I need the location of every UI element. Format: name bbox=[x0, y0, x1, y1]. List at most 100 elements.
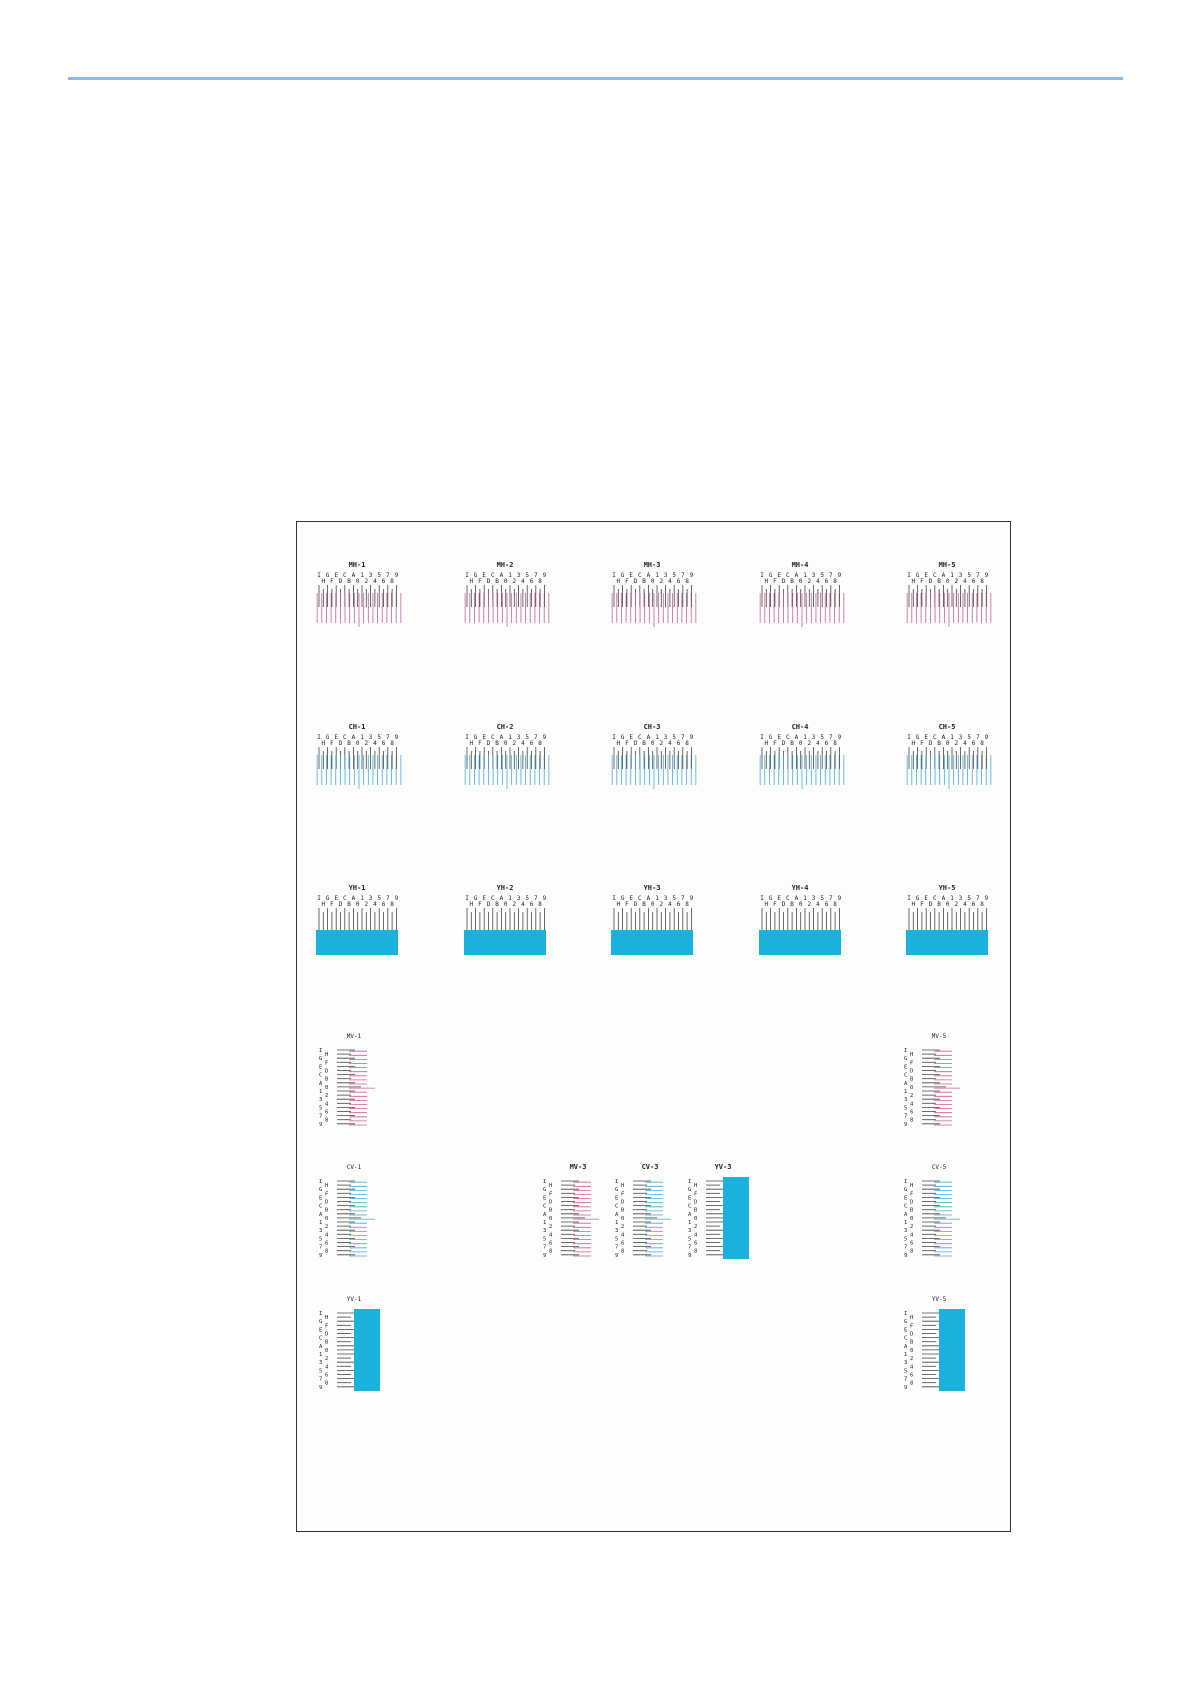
vertical-scale-label-5: 5 bbox=[615, 1236, 618, 1242]
scale-label-top-1: 1 bbox=[803, 895, 807, 902]
scale-label-top-9: 9 bbox=[985, 572, 989, 579]
vertical-scale-label-A: A bbox=[688, 1212, 692, 1218]
scale-label-bottom-0: 0 bbox=[356, 578, 360, 585]
scale-label-top-5: 5 bbox=[525, 895, 529, 902]
chart-title: YV-5 bbox=[932, 1296, 947, 1303]
scale-label-top-1: 1 bbox=[508, 734, 512, 741]
scale-label-top-3: 3 bbox=[812, 734, 816, 741]
scale-label-bottom-0: 0 bbox=[946, 740, 950, 747]
scale-label-bottom-B: B bbox=[495, 740, 499, 747]
scale-label-top-9: 9 bbox=[543, 895, 547, 902]
vertical-scale-label-C: C bbox=[688, 1204, 691, 1210]
vertical-scale-label-5: 5 bbox=[688, 1236, 691, 1242]
vertical-scale-label-2: 2 bbox=[621, 1224, 624, 1230]
scale-label-bottom-0: 0 bbox=[651, 901, 655, 908]
vertical-scale-label-9: 9 bbox=[904, 1385, 907, 1391]
scale-label-top-G: G bbox=[916, 572, 920, 579]
yellow-block bbox=[723, 1177, 749, 1259]
scale-label-top-3: 3 bbox=[959, 895, 963, 902]
scale-label-top-I: I bbox=[317, 734, 321, 741]
vertical-scale-label-A: A bbox=[319, 1212, 323, 1218]
scale-label-top-3: 3 bbox=[959, 734, 963, 741]
vertical-scale-label-8: 8 bbox=[910, 1118, 913, 1124]
vertical-scale-label-6: 6 bbox=[910, 1373, 913, 1379]
horizontal-chart-ch-2: CH-2 I G E C A 1 3 5 7 9 H F D B 0 2 4 6 8 bbox=[464, 723, 550, 789]
scale-label-bottom-6: 6 bbox=[382, 740, 386, 747]
scale-label-bottom-2: 2 bbox=[807, 901, 811, 908]
vertical-scale-label-5: 5 bbox=[319, 1105, 322, 1111]
scale-label-bottom-F: F bbox=[330, 901, 334, 908]
vertical-scale-label-1: 1 bbox=[904, 1352, 907, 1358]
vertical-scale-label-I: I bbox=[319, 1179, 322, 1185]
scale-label-top-9: 9 bbox=[395, 572, 399, 579]
yellow-block bbox=[611, 930, 693, 955]
vertical-scale-label-H: H bbox=[621, 1183, 624, 1189]
vertical-scale-label-G: G bbox=[904, 1187, 907, 1193]
scale-label-bottom-6: 6 bbox=[530, 578, 534, 585]
scale-label-bottom-2: 2 bbox=[807, 740, 811, 747]
vertical-scale-label-B: B bbox=[549, 1208, 553, 1214]
scale-label-top-G: G bbox=[326, 572, 330, 579]
vertical-scale-label-B: B bbox=[910, 1340, 914, 1346]
vertical-scale-label-7: 7 bbox=[319, 1377, 322, 1383]
scale-label-bottom-4: 4 bbox=[816, 740, 820, 747]
vertical-scale-label-2: 2 bbox=[910, 1356, 913, 1362]
vertical-scale-label-4: 4 bbox=[910, 1101, 914, 1107]
vertical-scale-label-H: H bbox=[910, 1183, 913, 1189]
vertical-scale-label-I: I bbox=[904, 1179, 907, 1185]
scale-label-top-C: C bbox=[638, 734, 642, 741]
vertical-scale-label-9: 9 bbox=[319, 1253, 322, 1259]
chart-title: YH-5 bbox=[939, 884, 956, 892]
vertical-scale-label-B: B bbox=[325, 1208, 329, 1214]
vertical-scale-label-B: B bbox=[325, 1077, 329, 1083]
scale-label-bottom-B: B bbox=[790, 901, 794, 908]
scale-label-top-I: I bbox=[612, 895, 616, 902]
yellow-block bbox=[939, 1309, 965, 1391]
vertical-scale-label-F: F bbox=[910, 1191, 913, 1197]
scale-label-top-3: 3 bbox=[369, 572, 373, 579]
scale-label-bottom-B: B bbox=[790, 578, 794, 585]
scale-label-top-7: 7 bbox=[829, 734, 833, 741]
vertical-scale-label-A: A bbox=[904, 1081, 908, 1087]
horizontal-chart-mh-3: MH-3 I G E C A 1 3 5 7 9 H F D B 0 2 4 6 8 bbox=[611, 561, 697, 627]
vertical-scale-label-8: 8 bbox=[694, 1249, 697, 1255]
scale-label-top-I: I bbox=[317, 572, 321, 579]
scale-label-top-I: I bbox=[465, 572, 469, 579]
scale-label-bottom-4: 4 bbox=[963, 901, 967, 908]
scale-label-bottom-B: B bbox=[937, 901, 941, 908]
scale-label-bottom-4: 4 bbox=[963, 578, 967, 585]
scale-label-bottom-4: 4 bbox=[816, 578, 820, 585]
chart-title: YH-2 bbox=[497, 884, 514, 892]
scale-label-bottom-0: 0 bbox=[799, 578, 803, 585]
vertical-scale-label-D: D bbox=[325, 1069, 328, 1075]
vertical-scale-label-I: I bbox=[319, 1048, 322, 1054]
chart-title: YH-4 bbox=[792, 884, 809, 892]
vertical-scale-label-5: 5 bbox=[319, 1368, 322, 1374]
scale-label-bottom-D: D bbox=[782, 740, 786, 747]
chart-title: CH-1 bbox=[349, 723, 366, 731]
scale-label-top-A: A bbox=[500, 734, 504, 741]
scale-label-bottom-4: 4 bbox=[668, 901, 672, 908]
vertical-scale-label-F: F bbox=[325, 1323, 328, 1329]
scale-label-bottom-2: 2 bbox=[807, 578, 811, 585]
yellow-block bbox=[354, 1309, 380, 1391]
scale-label-top-E: E bbox=[482, 895, 486, 902]
scale-label-bottom-4: 4 bbox=[521, 578, 525, 585]
scale-label-top-C: C bbox=[491, 572, 495, 579]
scale-label-bottom-B: B bbox=[347, 578, 351, 585]
vertical-scale-label-C: C bbox=[615, 1204, 618, 1210]
vertical-scale-label-C: C bbox=[904, 1073, 907, 1079]
scale-label-bottom-B: B bbox=[642, 578, 646, 585]
scale-label-top-I: I bbox=[760, 572, 764, 579]
vertical-scale-label-1: 1 bbox=[904, 1220, 907, 1226]
scale-label-bottom-F: F bbox=[920, 578, 924, 585]
scale-label-top-G: G bbox=[916, 895, 920, 902]
scale-label-top-7: 7 bbox=[976, 734, 980, 741]
vertical-scale-label-3: 3 bbox=[615, 1228, 618, 1234]
vertical-scale-label-D: D bbox=[910, 1200, 913, 1206]
scale-label-top-C: C bbox=[933, 734, 937, 741]
vertical-scale-label-A: A bbox=[543, 1212, 547, 1218]
scale-label-bottom-8: 8 bbox=[390, 578, 394, 585]
scale-label-bottom-2: 2 bbox=[364, 901, 368, 908]
